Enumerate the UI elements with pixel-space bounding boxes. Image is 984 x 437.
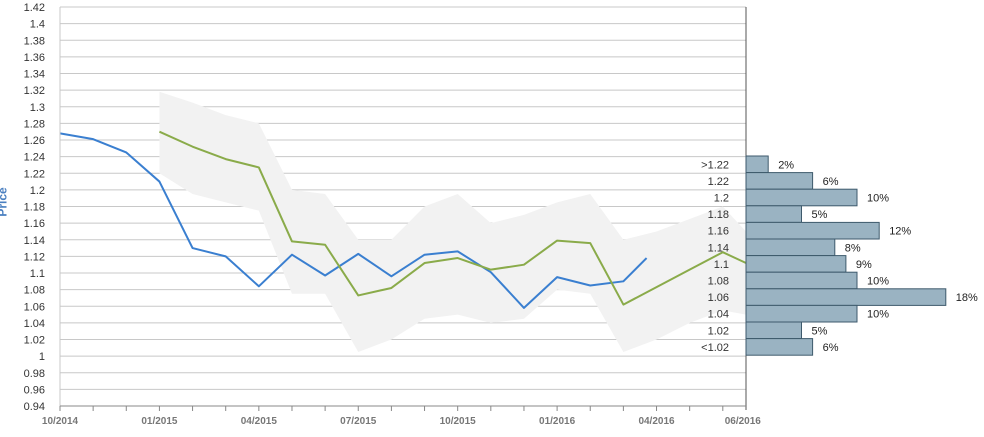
y-tick-label: 1.12 [24,251,45,263]
distribution-bin-label: 1.02 [708,325,729,337]
distribution-bin-label: 1.22 [708,176,729,188]
y-tick-label: 1.06 [24,301,45,313]
y-tick-label: 1.18 [24,202,45,214]
x-tick-label: 01/2016 [539,416,576,427]
distribution-percent-label: 8% [845,242,861,254]
distribution-bin-label: 1.1 [714,259,729,271]
y-tick-label: 1.26 [24,135,45,147]
y-tick-label: 1.24 [24,152,45,164]
y-tick-label: 1.02 [24,335,45,347]
distribution-bin-label: 1.08 [708,276,729,288]
x-tick-label: 01/2015 [141,416,178,427]
y-tick-label: 1.42 [24,2,45,14]
distribution-bar [745,205,802,223]
distribution-bar [745,155,769,174]
x-tick-label: 06/2016 [725,416,762,427]
series-line-2 [159,130,747,306]
distribution-bin-label: >1.22 [701,159,729,171]
x-tick-label: 07/2015 [340,416,377,427]
distribution-bin-label: <1.02 [701,342,729,354]
confidence-band-area [159,91,746,352]
distribution-percent-label: 5% [812,325,828,337]
distribution-percent-label: 6% [823,342,839,354]
distribution-bar [745,238,836,257]
y-tick-label: 1.2 [30,185,45,197]
distribution-percent-label: 9% [856,259,872,271]
distribution-histogram: >1.22 2% 1.22 6% 1.2 10% 1.18 5% 1.16 12% 1.14 8% 1.… [701,155,978,356]
y-tick-label: 1.22 [24,168,45,180]
y-tick-label: 1.1 [30,268,45,280]
y-tick-label: 1.4 [30,19,45,31]
distribution-percent-label: 12% [889,226,911,238]
distribution-bar [745,188,858,207]
distribution-bar [745,288,947,306]
y-tick-label: 1.14 [24,235,45,247]
distribution-bin-label: 1.2 [714,193,729,205]
series-line-1 [59,132,648,309]
y-tick-label: 0.94 [24,401,45,413]
y-tick-label: 0.96 [24,384,45,396]
y-tick-label: 1.32 [24,85,45,97]
y-tick-label: 1.08 [24,285,45,297]
distribution-bar [745,221,880,240]
distribution-bin-label: 1.18 [708,209,729,221]
distribution-percent-label: 2% [778,159,794,171]
grid [60,6,746,407]
y-tick-label: 0.98 [24,368,45,380]
y-tick-label: 1.28 [24,118,45,130]
distribution-percent-label: 5% [812,209,828,221]
y-tick-label: 1.04 [24,318,45,330]
y-tick-label: 1.36 [24,52,45,64]
distribution-bin-label: 1.04 [708,309,729,321]
confidence-band [159,91,746,352]
y-tick-label: 1 [39,351,45,363]
y-tick-label: 1.34 [24,69,45,81]
distribution-bin-label: 1.16 [708,226,729,238]
distribution-bar [745,321,802,340]
y-axis-label: Price [0,187,10,217]
distribution-bin-label: 1.06 [708,292,729,304]
distribution-bar [745,271,858,290]
distribution-bin-label: 1.14 [708,242,729,254]
distribution-percent-label: 18% [956,292,978,304]
y-tick-label: 1.38 [24,35,45,47]
distribution-percent-label: 10% [867,309,889,321]
distribution-percent-label: 10% [867,193,889,205]
distribution-bar [745,304,858,323]
distribution-bar [745,338,814,356]
x-tick-label: 10/2014 [42,416,79,427]
distribution-bar [745,255,847,273]
x-tick-label: 04/2016 [638,416,675,427]
y-tick-label: 1.3 [30,102,45,114]
axes: 0.94 0.96 0.98 1 1.02 1.04 1.06 1.08 1.1 1.12 1.14… [24,2,762,427]
y-tick-label: 1.16 [24,218,45,230]
distribution-bar [745,172,814,190]
x-tick-label: 04/2015 [241,416,278,427]
series-lines [59,130,747,309]
x-tick-label: 10/2015 [440,416,477,427]
distribution-percent-label: 10% [867,276,889,288]
distribution-percent-label: 6% [823,176,839,188]
